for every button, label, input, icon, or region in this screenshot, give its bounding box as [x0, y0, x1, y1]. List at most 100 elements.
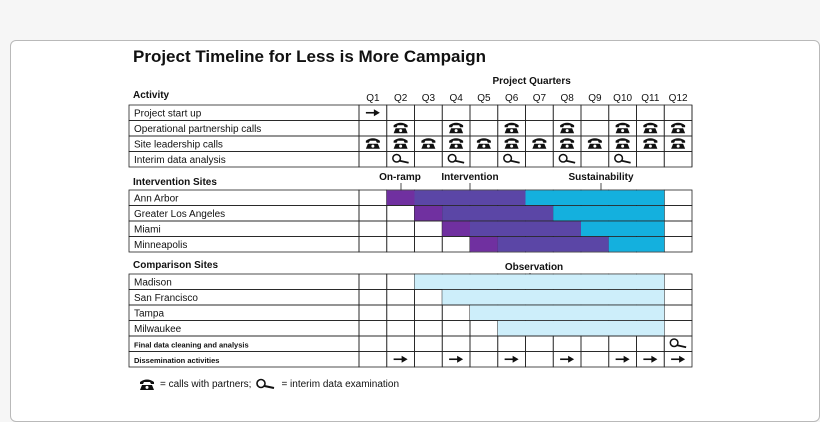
comparison-site-row-label: Tampa	[134, 309, 164, 320]
grid-cell	[469, 351, 499, 368]
final-row-label: Dissemination activities	[134, 356, 219, 365]
intervention-site-row-label: Greater Los Angeles	[134, 209, 225, 220]
observation-bar	[414, 274, 665, 290]
phone-icon	[504, 138, 519, 149]
grid-cell	[414, 151, 443, 168]
onramp-bar	[442, 221, 470, 237]
grid-cell	[358, 220, 388, 237]
phone-icon	[671, 138, 686, 149]
grid-cell	[663, 205, 693, 222]
grid-cell	[386, 220, 415, 237]
sustainability-bar	[553, 205, 665, 221]
magnifier-icon	[558, 153, 576, 164]
grid-cell	[663, 351, 693, 368]
phone-icon	[587, 138, 602, 149]
intervention-bar	[470, 221, 581, 237]
quarter-label: Q11	[641, 93, 660, 104]
activity-row-label: Operational partnership calls	[134, 124, 261, 135]
arrow-icon	[393, 355, 408, 363]
quarter-label: Q9	[588, 93, 602, 104]
grid-cell	[663, 220, 693, 237]
grid-cell	[525, 151, 554, 168]
grid-cell	[414, 220, 443, 237]
grid-cell	[663, 273, 693, 290]
activity-row-label: Project start up	[134, 109, 202, 120]
observation-bar	[497, 320, 665, 336]
final-row-label: Final data cleaning and analysis	[134, 341, 249, 350]
grid-cell	[358, 320, 388, 337]
phone-icon	[449, 122, 464, 134]
grid-cell	[663, 151, 693, 168]
arrow-icon	[643, 355, 658, 363]
grid-cell	[663, 320, 693, 337]
quarter-label: Q6	[505, 93, 519, 104]
grid-cell	[469, 320, 499, 337]
grid-cell	[525, 335, 554, 352]
grid-cell	[358, 304, 388, 321]
grid-cell	[525, 120, 554, 137]
phone-icon	[560, 122, 575, 134]
magnifier-icon	[614, 153, 631, 164]
comparison-site-row-label: Madison	[134, 278, 172, 289]
phone-icon	[615, 138, 630, 149]
observation-bar	[470, 305, 665, 321]
timeline-grid: Activity Project Quarters Q1 Q2 Q3 Q4 Q5 Q6 Q7 Q8…	[128, 76, 693, 368]
sustainability-bar	[525, 190, 665, 206]
phase-label: Intervention	[441, 172, 498, 183]
phone-icon	[615, 122, 630, 134]
grid-cell	[469, 104, 499, 121]
phone-icon	[449, 138, 464, 149]
intervention-site-row-label: Ann Arbor	[134, 194, 179, 205]
quarter-label: Q1	[366, 93, 380, 104]
magnifier-icon	[392, 153, 409, 164]
activity-row-label: Site leadership calls	[134, 140, 223, 151]
arrow-icon	[449, 355, 464, 363]
grid-cell	[386, 320, 415, 337]
quarter-label: Q2	[394, 93, 408, 104]
phone-icon	[140, 379, 154, 390]
quarter-label: Q3	[422, 93, 436, 104]
grid-cell	[358, 205, 388, 222]
arrow-icon	[504, 355, 519, 363]
arrow-icon	[671, 355, 686, 363]
grid-cell	[580, 104, 610, 121]
grid-cell	[525, 351, 554, 368]
onramp-bar	[386, 190, 415, 206]
activity-heading: Activity	[133, 90, 170, 101]
grid-cell	[580, 335, 610, 352]
grid-cell	[663, 289, 693, 306]
observation-bar	[442, 289, 665, 305]
quarter-label: Q4	[449, 93, 463, 104]
quarter-label: Q5	[477, 93, 491, 104]
grid-cell	[441, 304, 471, 321]
grid-cell	[469, 335, 499, 352]
quarter-label: Q7	[533, 93, 547, 104]
grid-cell	[386, 205, 415, 222]
grid-cell	[358, 335, 388, 352]
grid-cell	[441, 236, 471, 253]
page-title: Project Timeline for Less is More Campai…	[133, 47, 487, 66]
grid-cell	[386, 289, 415, 306]
grid-cell	[358, 273, 388, 290]
quarter-label: Q8	[560, 93, 574, 104]
legend-magnifier-text: = interim data examination	[281, 379, 400, 390]
grid-cell	[441, 335, 471, 352]
arrow-icon	[615, 355, 630, 363]
phone-icon	[504, 122, 519, 134]
grid-cell	[386, 104, 415, 121]
grid-cell	[358, 289, 388, 306]
grid-cell	[358, 189, 388, 206]
grid-cell	[663, 236, 693, 253]
project-quarters-heading: Project Quarters	[492, 76, 571, 87]
phone-icon	[643, 138, 658, 149]
grid-cell	[358, 351, 388, 368]
intervention-heading: Intervention Sites	[133, 177, 217, 188]
magnifier-icon	[256, 378, 275, 389]
grid-cell	[414, 120, 443, 137]
phone-icon	[560, 138, 575, 149]
legend: = calls with partners; = interim data ex…	[138, 378, 399, 391]
legend-phone-text: = calls with partners;	[160, 379, 252, 390]
intervention-site-row-label: Miami	[134, 225, 161, 236]
grid-cell	[636, 151, 665, 168]
grid-cell	[552, 104, 582, 121]
